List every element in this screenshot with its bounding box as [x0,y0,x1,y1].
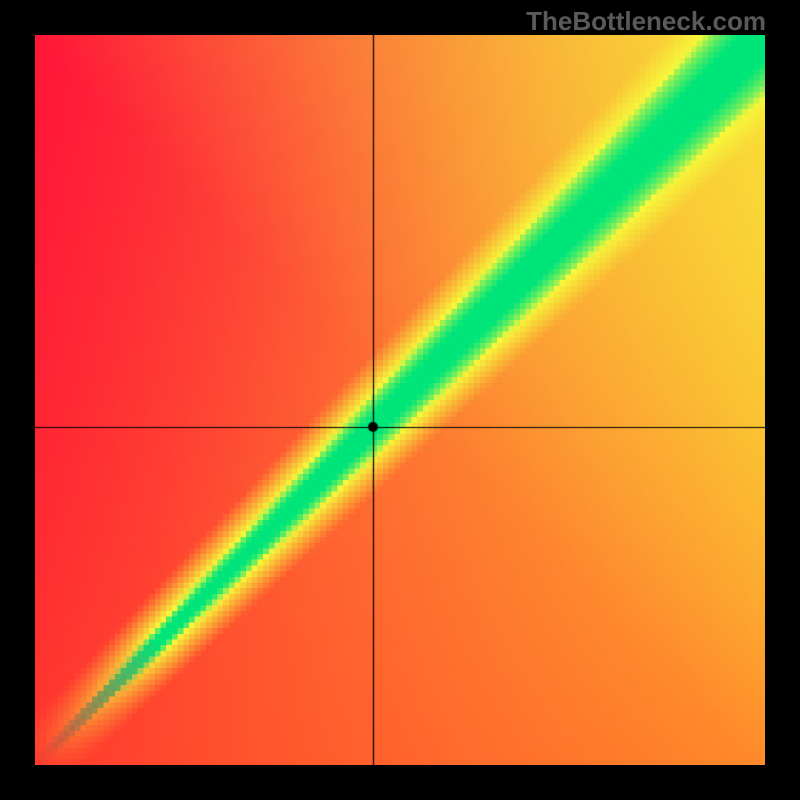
chart-container: TheBottleneck.com [0,0,800,800]
watermark-label: TheBottleneck.com [526,6,766,37]
bottleneck-heatmap [35,35,765,765]
